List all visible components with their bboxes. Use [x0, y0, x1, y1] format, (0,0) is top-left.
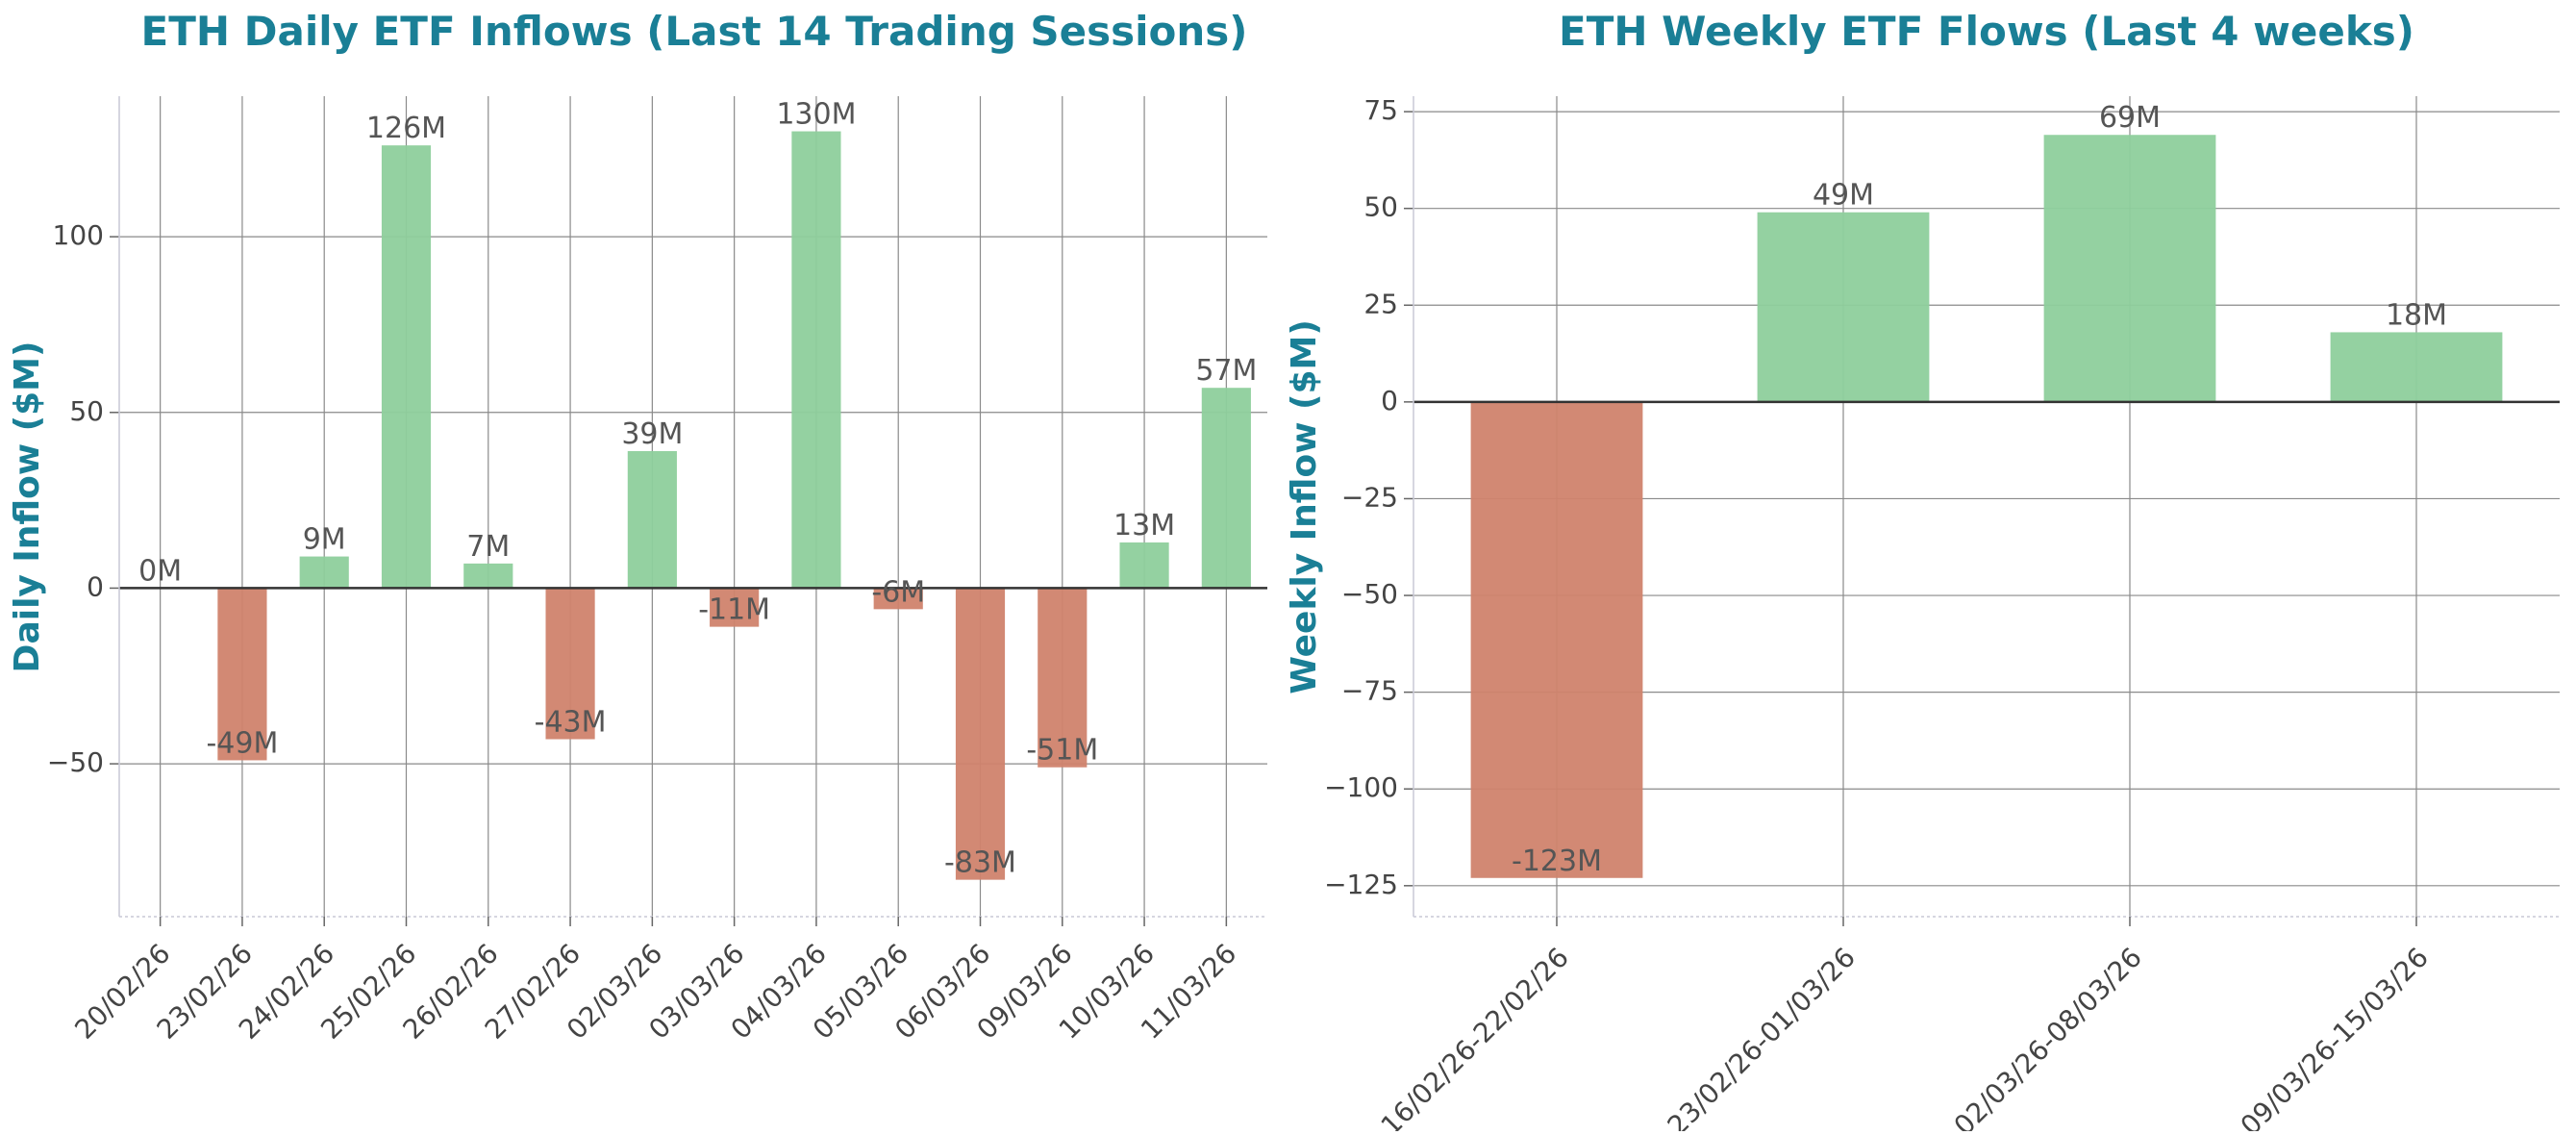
bar-7 — [627, 450, 677, 589]
bar-11 — [955, 588, 1006, 880]
y-tick-label: −75 — [1341, 675, 1398, 707]
y-tick-label: −100 — [1324, 771, 1398, 803]
weekly-flow-chart: ETH Weekly ETF Flows (Last 4 weeks) Weekl… — [1285, 8, 2560, 1135]
bar-6 — [545, 588, 595, 740]
data-label-11: -83M — [944, 846, 1016, 880]
x-tick-label: 02/03/26-08/03/26 — [1948, 942, 2148, 1131]
bar-14 — [1201, 388, 1251, 589]
y-tick-label: 50 — [69, 395, 104, 427]
y-tick-label: 0 — [1381, 385, 1398, 416]
bar-10 — [873, 588, 923, 610]
bar-2 — [217, 588, 267, 761]
y-tick-label: 0 — [87, 570, 104, 602]
x-tick-label: 09/03/26-15/03/26 — [2235, 942, 2435, 1131]
bar-3 — [2043, 135, 2216, 402]
data-label-13: 13M — [1113, 509, 1175, 542]
data-label-1: -123M — [1512, 845, 1602, 878]
y-axis-label: Daily Inflow ($M) — [8, 341, 47, 673]
data-label-4: 18M — [2386, 298, 2447, 332]
daily-inflow-chart: ETH Daily ETF Inflows (Last 14 Trading S… — [8, 8, 1267, 1046]
bar-5 — [463, 563, 513, 589]
data-label-1: 0M — [138, 554, 182, 588]
data-label-2: -49M — [206, 726, 278, 760]
bar-9 — [791, 131, 841, 589]
data-label-3: 69M — [2099, 101, 2161, 135]
data-label-6: -43M — [535, 706, 607, 740]
bar-4 — [2330, 332, 2503, 402]
data-label-4: 126M — [366, 112, 446, 145]
data-label-8: -11M — [698, 593, 770, 627]
bar-12 — [1038, 588, 1088, 768]
bar-8 — [710, 588, 760, 627]
bar-4 — [381, 145, 432, 589]
bar-1 — [1470, 401, 1643, 878]
data-label-7: 39M — [621, 417, 683, 451]
data-label-12: -51M — [1026, 734, 1098, 768]
y-tick-label: 75 — [1363, 94, 1398, 126]
data-label-5: 7M — [466, 530, 510, 564]
y-tick-label: −125 — [1324, 869, 1398, 900]
bar-3 — [299, 556, 349, 589]
chart-title: ETH Weekly ETF Flows (Last 4 weeks) — [1559, 8, 2414, 55]
data-label-2: 49M — [1813, 179, 1874, 213]
y-tick-label: 25 — [1363, 288, 1398, 319]
y-tick-label: −50 — [1341, 578, 1398, 610]
x-tick-label: 23/02/26-01/03/26 — [1662, 942, 1862, 1131]
x-tick-label: 16/02/26-22/02/26 — [1375, 942, 1575, 1131]
y-axis-label: Weekly Inflow ($M) — [1285, 319, 1324, 694]
bar-13 — [1119, 542, 1169, 589]
data-label-9: 130M — [776, 98, 856, 132]
data-label-3: 9M — [303, 523, 346, 557]
bar-2 — [1757, 212, 1930, 402]
chart-title: ETH Daily ETF Inflows (Last 14 Trading S… — [141, 8, 1248, 55]
y-tick-label: −50 — [47, 746, 104, 778]
data-label-14: 57M — [1195, 354, 1257, 388]
y-tick-label: 50 — [1363, 191, 1398, 223]
y-tick-label: 100 — [53, 219, 104, 251]
data-label-10: -6M — [871, 575, 925, 609]
y-tick-label: −25 — [1341, 481, 1398, 513]
